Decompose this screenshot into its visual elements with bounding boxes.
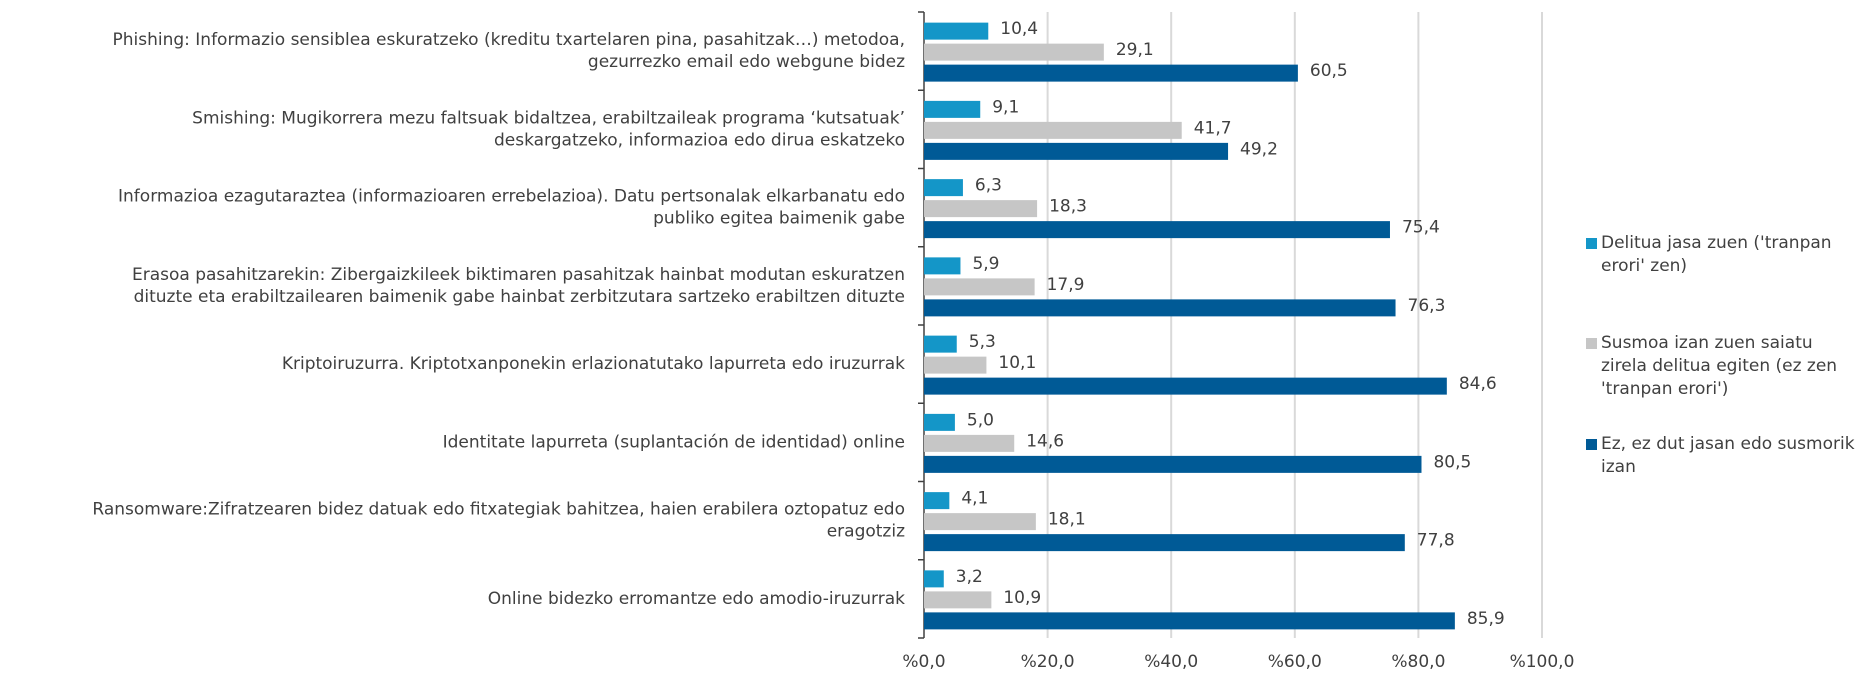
category-label: Identitate lapurreta (suplantación de id… bbox=[443, 432, 905, 452]
bar bbox=[924, 100, 981, 118]
category-label: eragotziz bbox=[827, 522, 905, 542]
legend-label: Susmoa izan zuen saiatu zirela delitua e… bbox=[1601, 333, 1838, 399]
value-label: 80,5 bbox=[1433, 452, 1471, 472]
value-label: 29,1 bbox=[1116, 40, 1154, 60]
value-label: 85,9 bbox=[1467, 609, 1505, 629]
category-label: gezurrezko email edo webgune bidez bbox=[588, 52, 905, 72]
value-label: 84,6 bbox=[1459, 374, 1497, 394]
bar bbox=[924, 299, 1396, 317]
bar bbox=[924, 200, 1038, 218]
bar bbox=[924, 455, 1422, 473]
legend-label: Delitua jasa zuen ('tranpan erori' zen) bbox=[1601, 233, 1832, 276]
category-label: Kriptoiruzurra. Kriptotxanponekin erlazi… bbox=[282, 354, 905, 374]
value-label: 9,1 bbox=[992, 97, 1019, 117]
bar bbox=[924, 179, 963, 197]
bar bbox=[924, 413, 955, 431]
category-label: Erasoa pasahitzarekin: Zibergaizkileek b… bbox=[132, 265, 905, 285]
bar bbox=[924, 591, 992, 609]
legend-label: Ez, ez dut jasan edo susmorik izan bbox=[1601, 434, 1855, 477]
x-tick-label: %100,0 bbox=[1510, 652, 1575, 672]
bar bbox=[924, 492, 950, 510]
category-label: Smishing: Mugikorrera mezu faltsuak bida… bbox=[192, 108, 905, 128]
value-label: 14,6 bbox=[1026, 431, 1064, 451]
value-label: 49,2 bbox=[1240, 139, 1278, 159]
value-label: 3,2 bbox=[956, 567, 983, 587]
legend-item: Ez, ez dut jasan edo susmorik izan bbox=[1586, 433, 1856, 479]
value-label: 17,9 bbox=[1047, 275, 1085, 295]
bar bbox=[924, 612, 1455, 630]
bar bbox=[924, 534, 1405, 552]
value-label: 6,3 bbox=[975, 176, 1002, 196]
bar bbox=[924, 121, 1182, 139]
value-label: 41,7 bbox=[1194, 118, 1232, 138]
x-tick-label: %80,0 bbox=[1391, 652, 1445, 672]
category-label: Informazioa ezagutaraztea (informazioare… bbox=[118, 187, 905, 207]
value-label: 18,3 bbox=[1049, 197, 1087, 217]
category-label: Phishing: Informazio sensiblea eskuratze… bbox=[112, 30, 905, 50]
category-label: Ransomware:Zifratzearen bidez datuak edo… bbox=[92, 500, 905, 520]
bar bbox=[924, 335, 957, 353]
value-label: 76,3 bbox=[1408, 296, 1446, 316]
value-label: 5,0 bbox=[967, 410, 994, 430]
value-label: 60,5 bbox=[1310, 61, 1348, 81]
bar bbox=[924, 434, 1015, 452]
value-label: 77,8 bbox=[1417, 531, 1455, 551]
value-label: 4,1 bbox=[961, 489, 988, 509]
bar bbox=[924, 257, 961, 275]
value-label: 10,9 bbox=[1003, 588, 1041, 608]
category-label: deskargatzeko, informazioa edo dirua esk… bbox=[494, 130, 905, 150]
bar bbox=[924, 356, 987, 374]
bar bbox=[924, 278, 1035, 296]
bar bbox=[924, 221, 1390, 239]
value-label: 10,4 bbox=[1000, 19, 1038, 39]
bar bbox=[924, 43, 1104, 61]
x-tick-label: %60,0 bbox=[1268, 652, 1322, 672]
bar bbox=[924, 64, 1298, 82]
bar bbox=[924, 142, 1229, 160]
x-tick-label: %20,0 bbox=[1021, 652, 1075, 672]
x-tick-label: %0,0 bbox=[902, 652, 945, 672]
category-label: Online bidezko erromantze edo amodio-iru… bbox=[488, 589, 905, 609]
value-label: 75,4 bbox=[1402, 218, 1440, 238]
value-label: 5,9 bbox=[972, 254, 999, 274]
bar bbox=[924, 513, 1036, 531]
legend-swatch bbox=[1586, 338, 1597, 349]
bar bbox=[924, 377, 1447, 395]
value-label: 18,1 bbox=[1048, 510, 1086, 530]
legend-swatch bbox=[1586, 439, 1597, 450]
legend-item: Delitua jasa zuen ('tranpan erori' zen) bbox=[1586, 232, 1856, 278]
value-label: 10,1 bbox=[998, 353, 1036, 373]
bar bbox=[924, 570, 944, 588]
legend-swatch bbox=[1586, 238, 1597, 249]
category-label: publiko egitea baimenik gabe bbox=[653, 209, 905, 229]
category-label: dituzte eta erabiltzailearen baimenik ga… bbox=[134, 287, 905, 307]
legend-item: Susmoa izan zuen saiatu zirela delitua e… bbox=[1586, 332, 1856, 401]
value-label: 5,3 bbox=[969, 332, 996, 352]
bar bbox=[924, 22, 989, 40]
x-tick-label: %40,0 bbox=[1144, 652, 1198, 672]
